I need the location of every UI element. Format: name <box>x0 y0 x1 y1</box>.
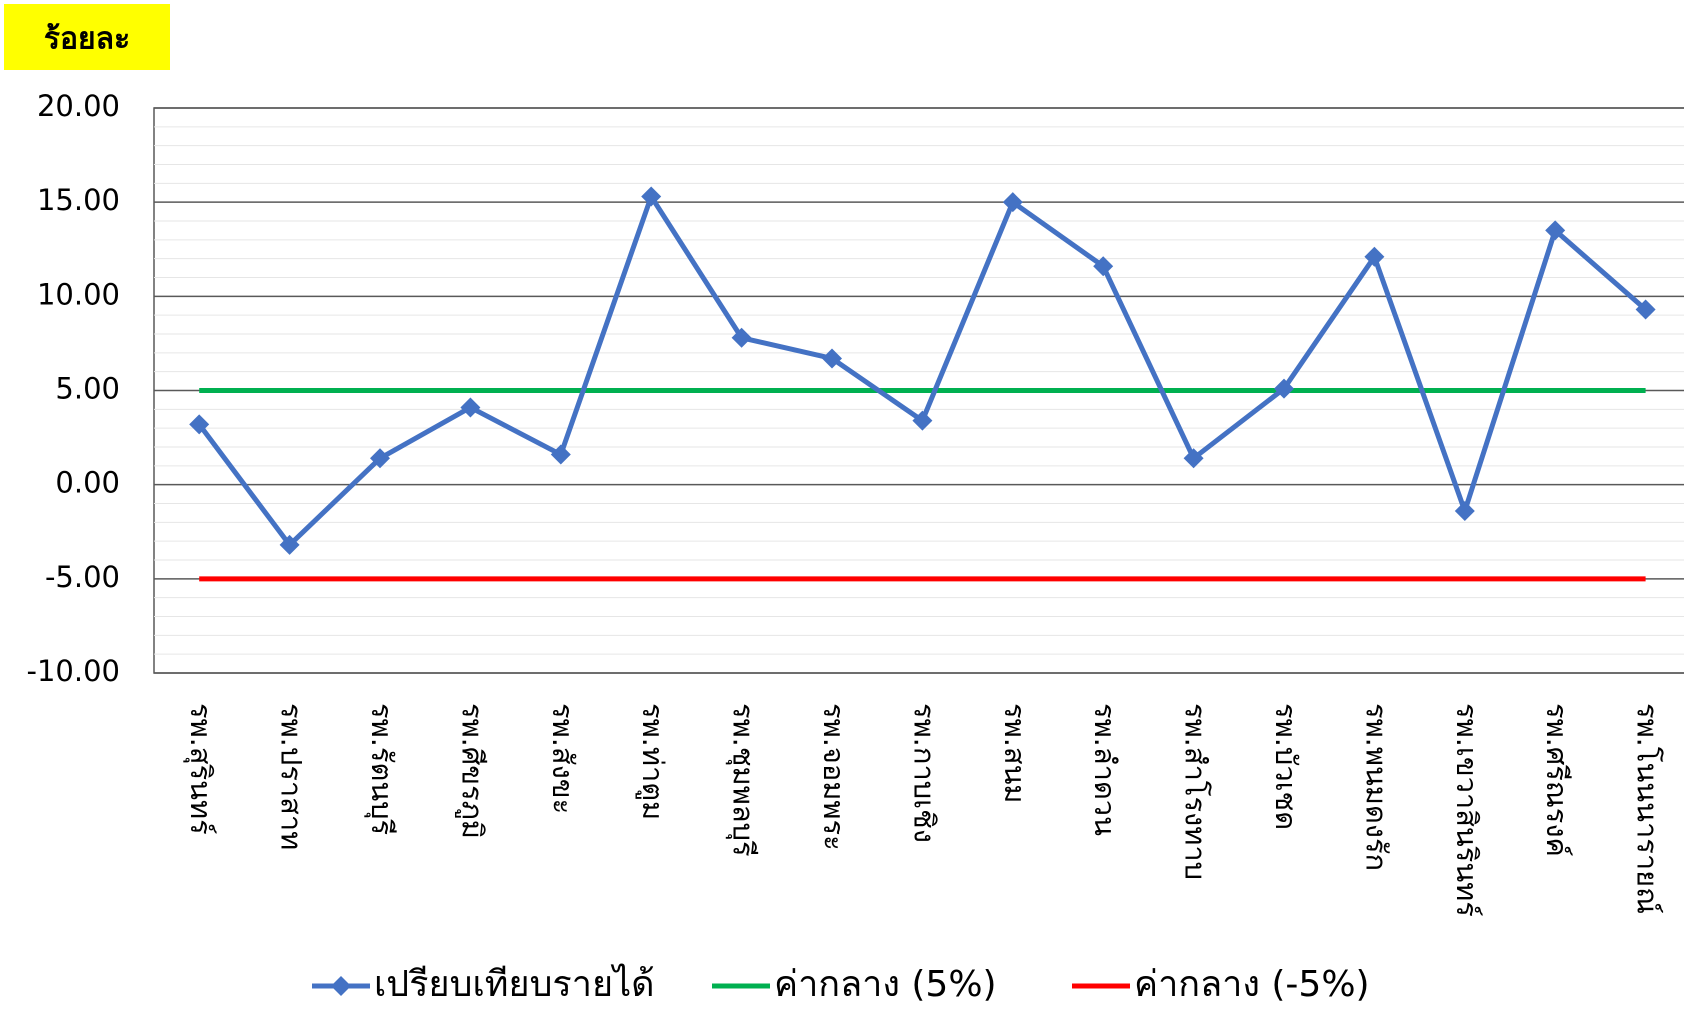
data-point <box>1545 220 1566 241</box>
y-tick-label: 15.00 <box>37 183 120 217</box>
data-point <box>550 444 571 465</box>
y-tick-label: 20.00 <box>37 89 120 123</box>
data-point <box>460 397 481 418</box>
data-point <box>641 186 662 207</box>
legend-label: เปรียบเทียบรายได้ <box>374 963 655 1005</box>
data-point <box>1183 448 1204 469</box>
x-tick-label: รพ.สำโรงทาบ <box>1179 703 1213 880</box>
y-axis-label: ร้อยละ <box>44 22 130 57</box>
data-point <box>822 348 842 369</box>
x-tick-label: รพ.รัตนบุรี <box>364 703 399 835</box>
data-point <box>1002 192 1023 213</box>
data-point <box>912 410 933 431</box>
legend-label: ค่ากลาง (5%) <box>774 964 997 1005</box>
x-tick-label: รพ.ลำดวน <box>1088 703 1122 836</box>
x-tick-label: รพ.จอมพระ <box>817 703 851 851</box>
data-point <box>1093 256 1114 277</box>
data-point <box>1274 378 1294 399</box>
data-point <box>279 534 300 555</box>
x-tick-label: รพ.สุรินทร์ <box>183 703 218 835</box>
x-tick-label: รพ.สนม <box>998 703 1032 804</box>
x-tick-label: รพ.สังขะ <box>546 703 580 814</box>
data-point <box>731 327 752 348</box>
x-tick-label: รพ.เขวาสินรินทร์ <box>1450 703 1484 917</box>
legend-marker <box>331 976 351 996</box>
y-tick-label: -5.00 <box>45 560 120 594</box>
y-axis-label-box <box>4 4 170 70</box>
y-tick-label: 10.00 <box>37 277 120 311</box>
data-point <box>1454 501 1475 522</box>
data-point <box>1364 246 1385 267</box>
x-tick-label: รพ.โนนนารายณ์ <box>1631 703 1665 914</box>
x-tick-label: รพ.ชุมพลบุรี <box>726 703 761 857</box>
y-tick-label: 5.00 <box>55 372 120 406</box>
legend-label: ค่ากลาง (-5%) <box>1134 964 1370 1005</box>
x-tick-label: รพ.ศีขรภูมิ <box>454 703 489 839</box>
x-tick-label: รพ.ท่าตูม <box>635 703 670 820</box>
x-tick-label: รพ.ปราสาท <box>275 703 309 850</box>
x-tick-label: รพ.กาบเชิง <box>907 703 941 843</box>
x-tick-label: รพ.พนมดงรัก <box>1359 703 1393 871</box>
data-point <box>370 448 390 469</box>
y-tick-label: 0.00 <box>55 466 120 500</box>
y-tick-label: -10.00 <box>27 654 121 688</box>
data-point <box>1635 299 1656 320</box>
data-point <box>189 414 210 435</box>
x-tick-label: รพ.บัวเชด <box>1269 703 1303 830</box>
x-tick-label: รพ.ศรีณรงค์ <box>1540 703 1574 857</box>
